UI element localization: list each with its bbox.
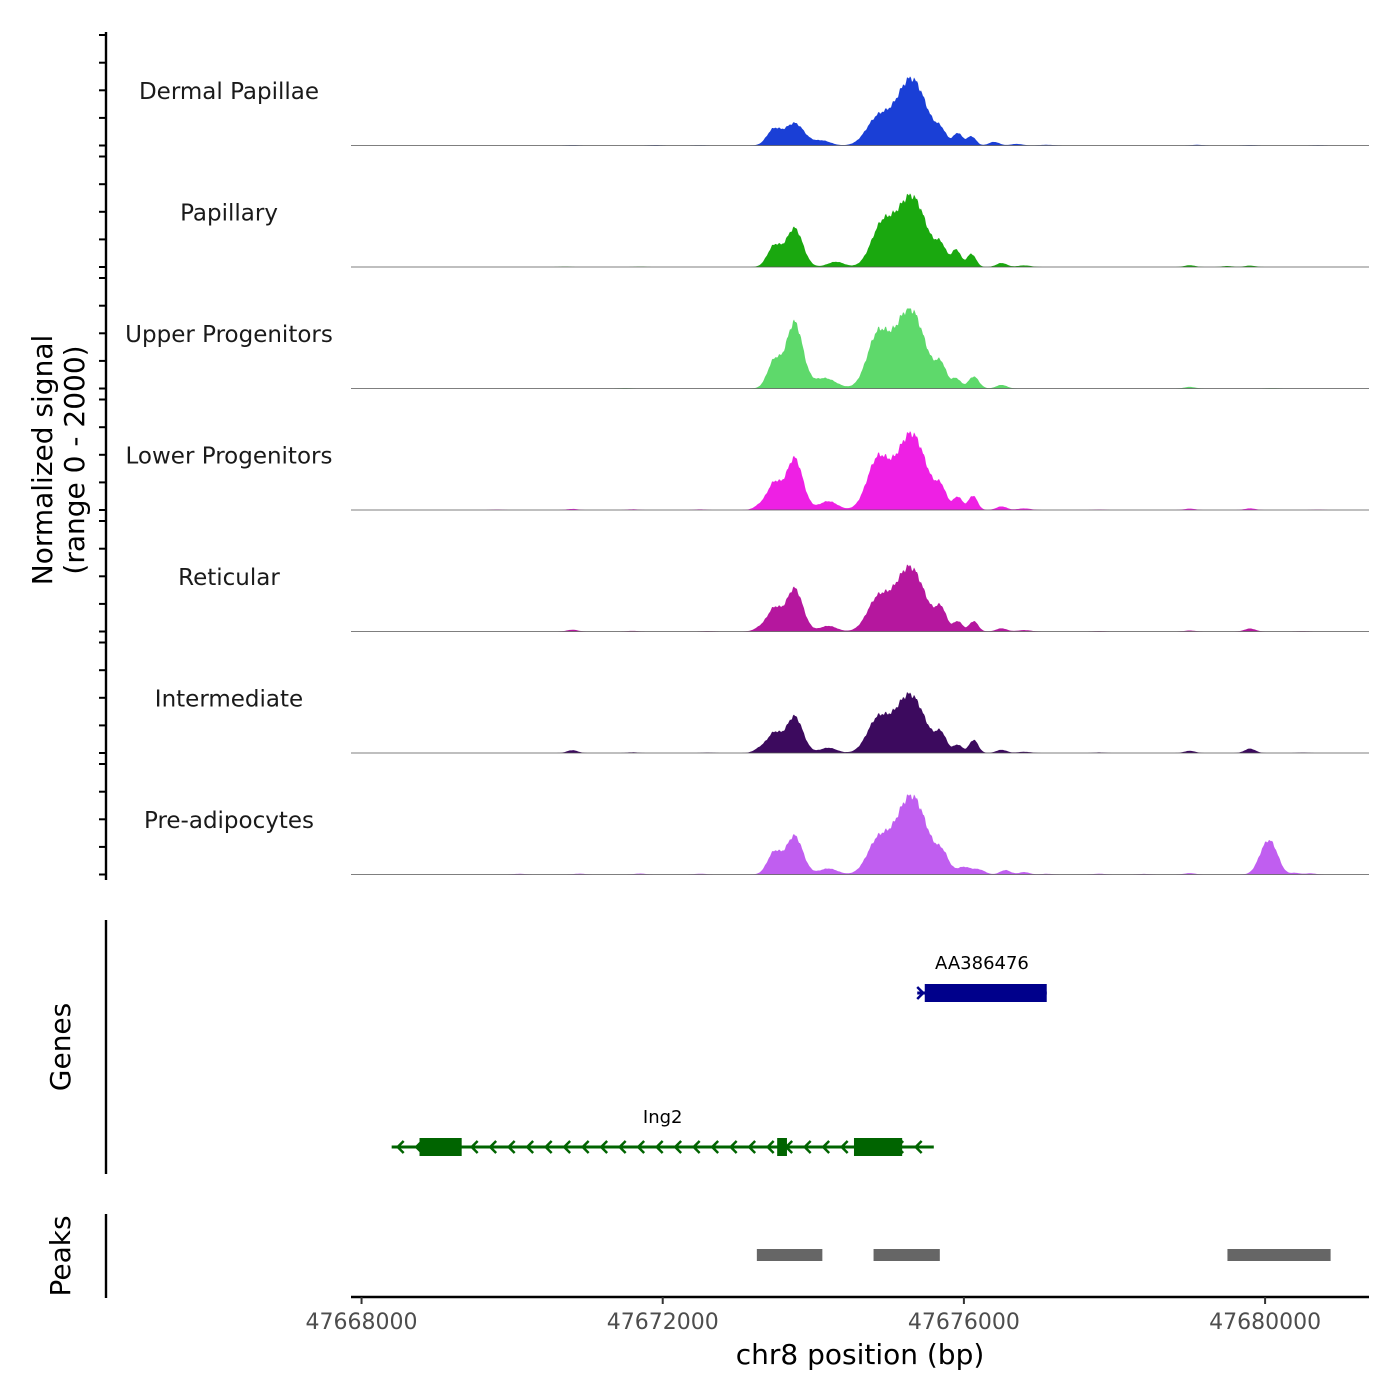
strand-arrow (802, 1140, 812, 1154)
x-axis-ticks: 47668000 47672000 47676000 47680000 (306, 1297, 1321, 1335)
track-2: Upper Progenitors (125, 308, 1369, 389)
gene-annotations: AA386476 Ing2 (391, 953, 1047, 1156)
strand-arrow (728, 1140, 738, 1154)
peak-regions (756, 1249, 1331, 1261)
strand-arrow (543, 1140, 553, 1154)
coverage-area (351, 431, 1369, 510)
exon (853, 1138, 903, 1156)
strand-arrow (506, 1140, 516, 1154)
track-4: Reticular (178, 564, 1369, 632)
coverage-area (351, 76, 1369, 146)
coverage-tracks: Dermal Papillae Papillary Upper Progenitor… (125, 76, 1369, 875)
strand-arrow (839, 1140, 849, 1154)
strand-arrow (599, 1140, 609, 1154)
coverage-area (351, 564, 1369, 632)
strand-arrow (562, 1140, 572, 1154)
coverage-area (351, 308, 1369, 389)
strand-arrow (580, 1140, 590, 1154)
peak-region (756, 1249, 823, 1261)
coverage-area (351, 794, 1369, 875)
strand-arrow (395, 1140, 405, 1154)
track-label: Pre-adipocytes (144, 808, 314, 834)
exon (419, 1138, 462, 1156)
signal-y-ticks (99, 34, 106, 876)
track-label: Lower Progenitors (126, 444, 333, 470)
peak-region (873, 1249, 940, 1261)
y-axis-title-line2: (range 0 - 2000) (58, 345, 91, 574)
coverage-area (351, 193, 1369, 267)
x-axis-title: chr8 position (bp) (736, 1338, 985, 1371)
strand-arrow (654, 1140, 664, 1154)
track-1: Papillary (180, 193, 1369, 268)
strand-arrow (525, 1140, 535, 1154)
x-tick-label: 47676000 (908, 1310, 1020, 1335)
strand-arrow (691, 1140, 701, 1154)
strand-arrow (765, 1140, 775, 1154)
gene-label: AA386476 (935, 953, 1029, 974)
y-axis-title-line1: Normalized signal (26, 335, 59, 586)
peaks-axis-title: Peaks (44, 1215, 77, 1296)
x-tick-label: 47672000 (607, 1310, 719, 1335)
strand-arrow (673, 1140, 683, 1154)
strand-arrow (913, 1140, 923, 1154)
strand-arrow (916, 986, 925, 1000)
x-tick-label: 47680000 (1209, 1310, 1321, 1335)
track-label: Papillary (180, 201, 278, 227)
peak-region (1227, 1249, 1331, 1261)
track-label: Intermediate (155, 687, 303, 713)
strand-arrow (747, 1140, 757, 1154)
strand-arrow (710, 1140, 720, 1154)
strand-arrow (488, 1140, 498, 1154)
x-tick-label: 47668000 (306, 1310, 418, 1335)
track-0: Dermal Papillae (139, 76, 1369, 146)
track-5: Intermediate (155, 687, 1369, 754)
track-label: Upper Progenitors (125, 322, 333, 348)
gene-Ing2: Ing2 (391, 1107, 934, 1156)
coverage-area (351, 692, 1369, 753)
track-6: Pre-adipocytes (144, 794, 1369, 875)
gene-AA386476: AA386476 (916, 953, 1047, 1002)
exon (777, 1138, 787, 1156)
gene-label: Ing2 (643, 1107, 683, 1128)
strand-arrow (617, 1140, 627, 1154)
strand-arrow (636, 1140, 646, 1154)
exon (924, 984, 1047, 1002)
track-label: Reticular (178, 565, 280, 591)
track-label: Dermal Papillae (139, 79, 319, 105)
genes-axis-title: Genes (44, 1003, 77, 1091)
strand-arrow (821, 1140, 831, 1154)
strand-arrow (469, 1140, 479, 1154)
track-3: Lower Progenitors (126, 431, 1369, 511)
